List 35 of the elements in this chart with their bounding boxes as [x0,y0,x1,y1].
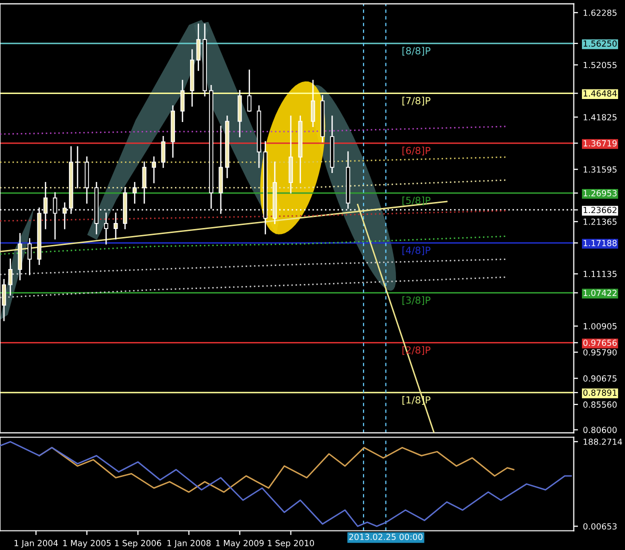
y-tick-label: 1.56250 [584,40,617,47]
y-tick-label: 0.00653 [583,523,617,530]
x-tick-label: 1 Jan 2008 [167,540,211,548]
y-tick-label: 1.26953 [584,190,617,196]
y-tick-label: 1.23662 [584,206,616,214]
y-tick-label: 1.46484 [584,90,617,97]
y-tick-label: 0.85560 [583,401,617,408]
y-tick-label: 188.2714 [584,438,622,445]
x-tick-label: 1 Sep 2006 [115,540,162,548]
y-tick-label: 0.80600 [583,426,617,434]
y-tick-label: 0.95790 [583,349,617,356]
ref-line-label: [6/8]P [402,146,430,156]
y-tick-label: 1.31595 [584,166,617,173]
y-tick-label: 1.00905 [584,323,617,330]
ref-line-label: [7/8]P [402,96,430,106]
y-tick-label: 0.97656 [583,340,617,346]
y-tick-label: 1.36719 [584,140,617,146]
ref-line-label: [5/8]P [402,196,430,206]
y-tick-label: 1.21365 [584,218,617,225]
y-tick-label: 1.52055 [584,62,617,68]
y-tick-label: 1.41825 [584,114,617,120]
ref-line-label: [3/8]P [402,296,430,305]
y-tick-label: 1.62285 [584,10,617,16]
ref-line-label: [4/8]P [402,246,430,256]
ref-line-label: 2013.02.25 00:00 [349,534,422,540]
y-tick-label: 1.17188 [584,240,617,246]
x-tick-label: 1 Jan 2004 [14,540,58,548]
y-tick-label: 0.87891 [583,390,616,396]
x-tick-label: 1 May 2009 [216,540,264,548]
y-tick-label: 1.07422 [584,290,616,296]
y-tick-label: 1.11135 [584,270,617,278]
x-tick-label: 1 Sep 2010 [268,540,314,548]
x-tick-label: 1 May 2005 [63,540,111,548]
y-tick-label: 0.90675 [583,375,617,382]
ref-line-label: [8/8]P [402,46,430,56]
